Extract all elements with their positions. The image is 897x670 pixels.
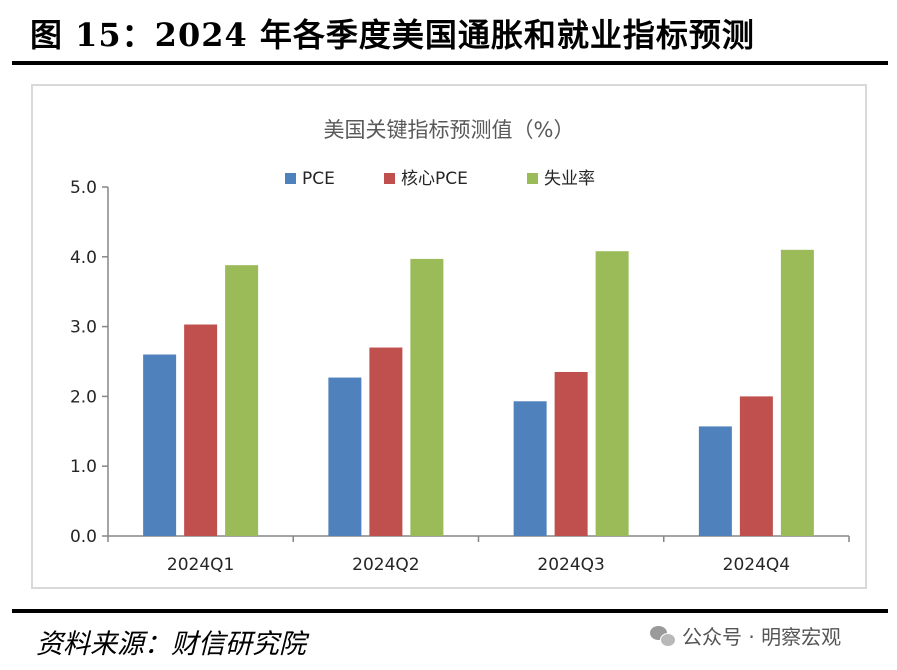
- bar-2024Q4-1: [739, 396, 773, 536]
- watermark: 公众号 · 明察宏观: [650, 621, 841, 650]
- y-tick-label: 3.0: [70, 318, 97, 338]
- legend-swatch: [285, 173, 296, 184]
- bar-2024Q2-2: [410, 258, 444, 536]
- y-tick-label: 4.0: [70, 248, 97, 268]
- chart-frame: 美国关键指标预测值（%） PCE 核心PCE 失业率 0.0 1.0 2.0 3.0 4.0…: [31, 84, 867, 589]
- chart-title: 美国关键指标预测值（%）: [324, 118, 575, 142]
- legend-swatch: [527, 173, 538, 184]
- watermark-text: 公众号 · 明察宏观: [682, 625, 842, 649]
- y-tick-label: 0.0: [70, 527, 97, 547]
- bar-2024Q2-0: [328, 377, 362, 536]
- source-note: 资料来源：财信研究院: [36, 629, 306, 660]
- figure-title: 图 15：2024 年各季度美国通胀和就业指标预测: [30, 16, 755, 54]
- y-tick-label: 1.0: [70, 457, 97, 477]
- y-tick-label: 5.0: [70, 178, 97, 198]
- bar-2024Q1-2: [225, 265, 259, 536]
- y-axis: 0.0 1.0 2.0 3.0 4.0 5.0: [70, 178, 109, 547]
- bar-2024Q1-0: [143, 354, 177, 536]
- bar-chart: 美国关键指标预测值（%） PCE 核心PCE 失业率 0.0 1.0 2.0 3.0 4.0…: [70, 118, 850, 575]
- bars: [143, 249, 814, 536]
- x-tick-label: 2024Q4: [723, 555, 790, 575]
- x-axis: 2024Q1 2024Q2 2024Q3 2024Q4: [107, 535, 850, 575]
- bar-2024Q3-0: [513, 401, 547, 536]
- legend: PCE 核心PCE 失业率: [285, 169, 595, 189]
- bottom-rule: [12, 609, 888, 613]
- top-rule: [12, 61, 888, 65]
- x-tick-label: 2024Q2: [352, 555, 419, 575]
- x-tick-label: 2024Q3: [537, 555, 604, 575]
- legend-label: 核心PCE: [401, 169, 468, 189]
- bar-2024Q4-2: [780, 249, 814, 536]
- bar-2024Q1-1: [184, 324, 218, 536]
- wechat-icon: [650, 625, 676, 647]
- legend-swatch: [384, 173, 395, 184]
- legend-label: PCE: [302, 169, 335, 189]
- bar-2024Q4-0: [698, 426, 732, 536]
- legend-label: 失业率: [544, 169, 595, 189]
- bar-2024Q3-2: [595, 251, 629, 536]
- bar-2024Q2-1: [369, 347, 403, 536]
- bar-2024Q3-1: [554, 371, 588, 536]
- x-tick-label: 2024Q1: [167, 555, 234, 575]
- y-tick-label: 2.0: [70, 387, 97, 407]
